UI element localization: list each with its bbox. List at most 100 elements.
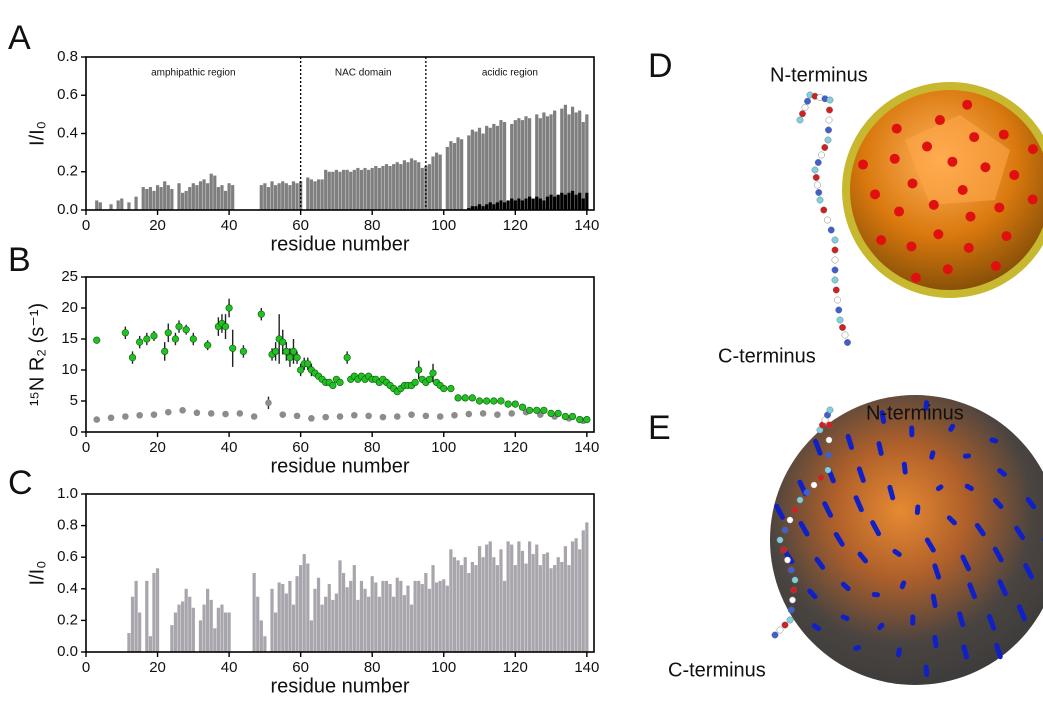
headgroup <box>907 179 917 189</box>
point <box>161 348 168 355</box>
y-tick-label: 0.6 <box>57 548 78 565</box>
point <box>283 348 290 355</box>
chain-atom <box>837 317 843 323</box>
bar <box>328 172 331 210</box>
bar <box>278 183 281 210</box>
bar <box>335 170 338 210</box>
bar <box>331 600 334 652</box>
chain-atom <box>797 117 803 123</box>
bar <box>428 164 431 210</box>
point <box>144 336 151 343</box>
panel-label: E <box>648 409 671 447</box>
point <box>208 410 215 417</box>
chain-atom <box>813 174 819 180</box>
bar <box>353 565 356 652</box>
x-tick-label: 120 <box>503 659 528 676</box>
bar <box>210 174 213 210</box>
bar <box>560 193 563 210</box>
point <box>562 413 569 420</box>
bar <box>535 545 538 652</box>
bar <box>185 191 188 210</box>
x-tick-label: 140 <box>574 659 599 676</box>
headgroup <box>890 154 900 164</box>
bar <box>260 185 263 210</box>
bar <box>521 551 524 652</box>
bar <box>313 181 316 210</box>
y-tick-label: 0.8 <box>57 517 78 534</box>
bar <box>431 156 434 210</box>
bar <box>585 522 588 652</box>
bar <box>353 170 356 210</box>
bar <box>317 179 320 210</box>
bar <box>532 554 535 652</box>
chain-atom <box>799 111 805 117</box>
point <box>330 382 337 389</box>
bar <box>263 183 266 210</box>
headgroup <box>902 583 904 587</box>
bar <box>224 613 227 653</box>
bar <box>396 578 399 652</box>
bar <box>202 605 205 652</box>
bar <box>227 183 230 210</box>
x-tick-label: 100 <box>431 217 456 234</box>
bar <box>292 181 295 210</box>
bar <box>392 164 395 210</box>
point <box>129 354 136 361</box>
bar <box>553 197 556 210</box>
bar <box>224 191 227 210</box>
bar <box>213 176 216 210</box>
headgroup <box>894 207 904 217</box>
y-tick-label: 15 <box>61 330 78 347</box>
headgroup <box>926 667 927 674</box>
point <box>344 354 351 361</box>
bar <box>431 565 434 652</box>
chain-atom <box>826 117 832 123</box>
bar <box>342 573 345 652</box>
bar <box>446 586 449 652</box>
bar <box>263 636 266 652</box>
point <box>176 323 183 330</box>
y-tick-label: 0.8 <box>57 48 78 65</box>
bar <box>199 620 202 652</box>
point <box>351 412 358 419</box>
bar <box>492 204 495 210</box>
x-axis-title: residue number <box>271 455 410 477</box>
headgroup <box>999 130 1009 140</box>
bar <box>270 589 273 652</box>
point <box>584 416 591 423</box>
chain-atom <box>781 547 787 553</box>
bar <box>542 112 545 210</box>
bar <box>231 185 234 210</box>
x-tick-label: 40 <box>221 217 238 234</box>
bar <box>492 557 495 652</box>
point <box>151 411 158 418</box>
bar <box>499 549 502 652</box>
micelle-d <box>797 82 1043 346</box>
bar <box>371 576 374 652</box>
bar <box>557 557 560 652</box>
bar <box>167 185 170 210</box>
bar <box>285 183 288 210</box>
bar <box>188 187 191 210</box>
chain-atom <box>784 557 790 563</box>
bar <box>542 554 545 652</box>
point <box>541 407 548 414</box>
headgroup <box>933 596 935 605</box>
chain-atom <box>832 277 838 283</box>
x-tick-label: 120 <box>503 439 528 456</box>
point <box>408 411 415 418</box>
bar <box>478 546 481 652</box>
headgroup <box>935 637 936 645</box>
bar <box>149 636 152 652</box>
headgroup <box>962 100 972 110</box>
point <box>237 410 244 417</box>
bar <box>485 204 488 210</box>
x-tick-label: 20 <box>149 659 166 676</box>
point <box>258 311 265 318</box>
bar <box>120 199 123 210</box>
n-terminus-label: N-terminus <box>770 64 868 86</box>
chain-atom <box>797 497 803 503</box>
point <box>415 367 422 374</box>
point <box>440 385 447 392</box>
bar <box>510 545 513 652</box>
